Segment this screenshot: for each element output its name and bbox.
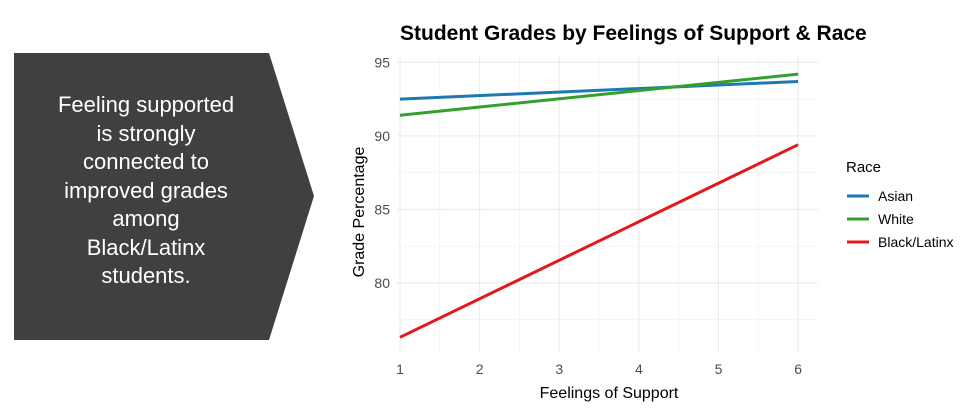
legend-label: Black/Latinx	[878, 234, 953, 250]
series-line	[399, 143, 799, 339]
y-tick-label: 85	[374, 201, 390, 217]
x-tick-label: 1	[396, 361, 404, 377]
legend-title: Race	[846, 159, 881, 176]
gridlines	[396, 55, 818, 352]
callout-box: Feeling supported is strongly connected …	[14, 53, 314, 340]
x-tick-label: 3	[555, 361, 563, 377]
callout-text: Feeling supported is strongly connected …	[57, 92, 235, 288]
x-axis-title: Feelings of Support	[540, 385, 679, 402]
x-tick-label: 4	[635, 361, 643, 377]
x-tick-label: 2	[476, 361, 484, 377]
y-axis-title: Grade Percentage	[351, 147, 368, 278]
y-tick-label: 95	[374, 54, 390, 70]
legend-label: Asian	[878, 188, 913, 204]
x-tick-label: 6	[794, 361, 802, 377]
x-tick-label: 5	[715, 361, 723, 377]
tick-labels: 1 2 3 4 5 6 80 85 90 95	[374, 54, 802, 377]
series-line	[399, 72, 799, 117]
y-tick-label: 90	[374, 128, 390, 144]
legend: Race Asian White Black/Latinx	[846, 159, 953, 250]
callout-arrow-shape	[14, 53, 314, 340]
y-tick-label: 80	[374, 275, 390, 291]
series-line	[399, 79, 799, 101]
legend-label: White	[878, 211, 914, 227]
series-lines	[399, 72, 799, 339]
chart-title: Student Grades by Feelings of Support & …	[400, 22, 867, 45]
